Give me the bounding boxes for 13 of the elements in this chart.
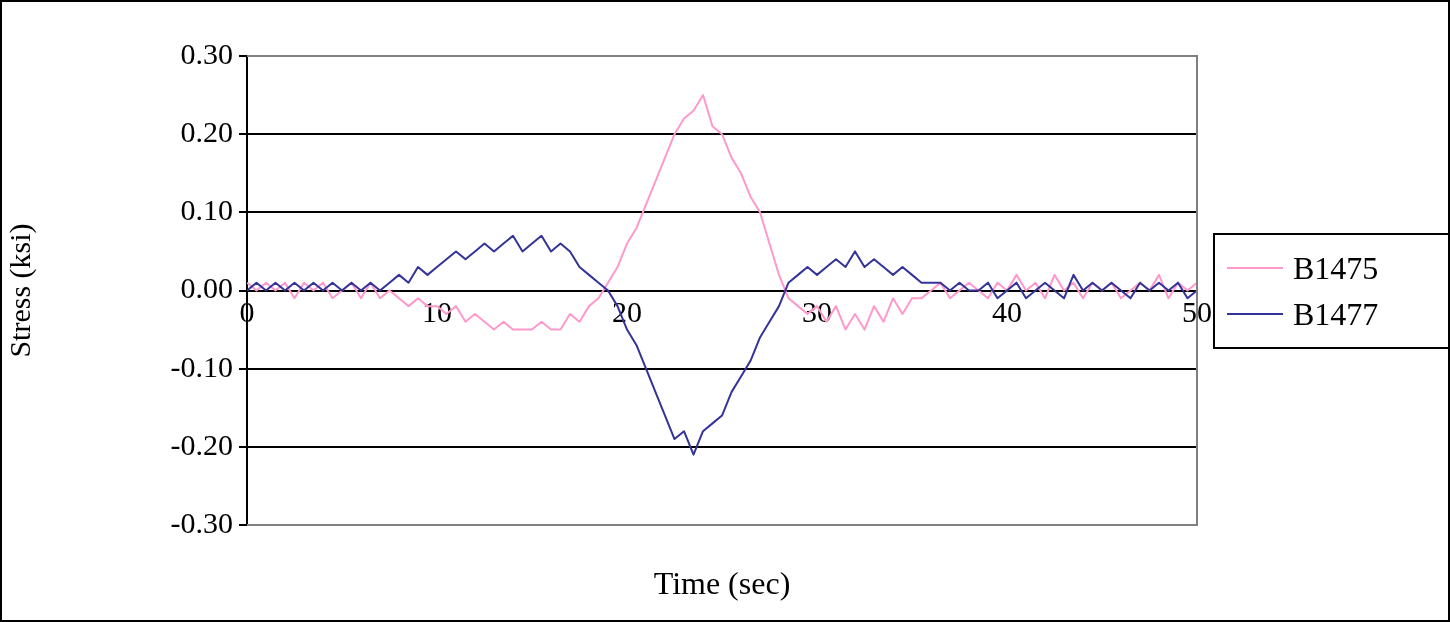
legend-label: B1475 [1293, 249, 1379, 287]
x-tick-label: 40 [992, 295, 1022, 329]
y-tick-label: -0.10 [170, 349, 233, 383]
y-tick-label: 0.20 [180, 115, 233, 149]
y-tick-label: 0.10 [180, 193, 233, 227]
y-tick-label: 0.30 [180, 36, 233, 70]
x-axis-title: Time (sec) [652, 565, 792, 602]
y-tick-label: -0.20 [170, 427, 233, 461]
y-tick-label: -0.30 [170, 505, 233, 539]
legend-label: B1477 [1293, 295, 1379, 333]
x-tick-label: 50 [1182, 295, 1212, 329]
y-axis-title: Stress (ksi) [2, 223, 37, 358]
y-tick-label: 0.00 [180, 271, 233, 305]
